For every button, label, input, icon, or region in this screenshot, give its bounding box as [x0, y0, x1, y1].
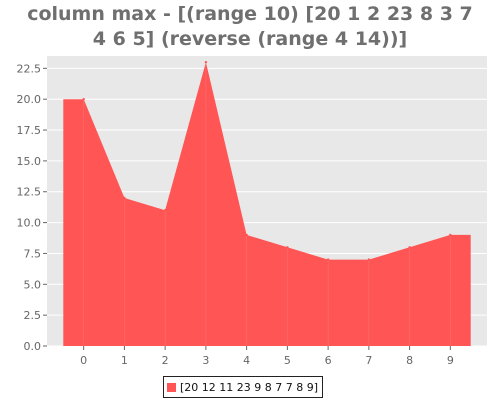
legend-swatch	[167, 382, 176, 392]
y-tick-label: 12.5	[17, 186, 42, 199]
x-tick-label: 1	[121, 354, 128, 367]
y-tick-label: 17.5	[17, 124, 42, 137]
series-area	[63, 60, 471, 346]
series-point	[449, 233, 452, 237]
x-tick-label: 0	[80, 354, 87, 367]
series-point	[326, 258, 330, 261]
x-tick-label: 8	[406, 354, 413, 367]
series-point	[163, 209, 167, 212]
x-tick-label: 5	[284, 354, 291, 367]
x-axis: 0 1 2 3 4 5 6 7 8 9	[80, 346, 454, 367]
series-point	[286, 246, 289, 249]
legend: [20 12 11 23 9 8 7 7 8 9]	[163, 376, 324, 398]
y-tick-label: 5.0	[24, 278, 42, 291]
y-axis: 0.0 2.5 5.0 7.5 10.0 12.5 15.0 17.5 20.0 22.5	[17, 62, 47, 353]
x-tick-label: 9	[447, 354, 454, 367]
y-tick-label: 15.0	[17, 155, 42, 168]
x-tick-label: 2	[162, 354, 169, 367]
y-tick-label: 22.5	[17, 62, 42, 75]
x-tick-label: 7	[365, 354, 372, 367]
series-point	[82, 97, 85, 101]
y-tick-label: 7.5	[24, 247, 42, 260]
y-tick-label: 0.0	[24, 340, 42, 353]
y-tick-label: 10.0	[17, 217, 42, 230]
series-point	[204, 60, 208, 64]
series-point	[245, 233, 248, 237]
chart-title-line-2: 4 6 5] (reverse (range 4 14))]	[92, 28, 408, 50]
x-tick-label: 6	[325, 354, 332, 367]
chart-title-line-1: column max - [(range 10) [20 1 2 23 8 3 …	[27, 3, 473, 25]
y-tick-label: 20.0	[17, 93, 42, 106]
x-tick-label: 4	[243, 354, 250, 367]
series-point	[408, 246, 411, 249]
chart-title: column max - [(range 10) [20 1 2 23 8 3 …	[0, 2, 500, 52]
y-tick-label: 2.5	[24, 309, 42, 322]
x-tick-label: 3	[202, 354, 209, 367]
series-point	[367, 258, 371, 261]
series-point	[123, 196, 126, 200]
legend-label: [20 12 11 23 9 8 7 7 8 9]	[180, 380, 319, 394]
